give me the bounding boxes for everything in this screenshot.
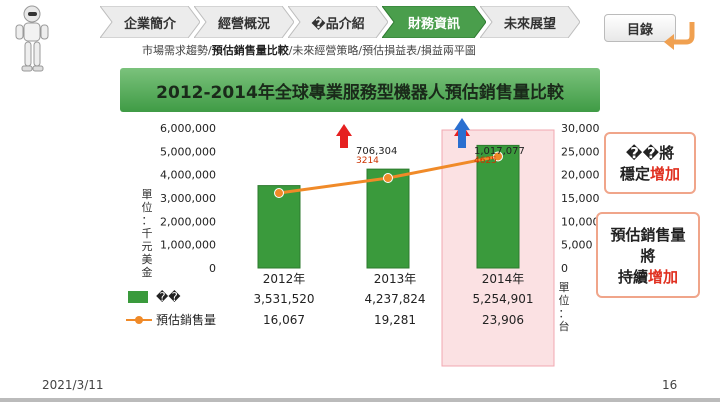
legend-line-swatch: [126, 315, 152, 324]
nav-label: 企業簡介: [123, 16, 176, 32]
nav-label: 財務資訊: [407, 16, 460, 32]
table-cell: 3,531,520: [253, 292, 315, 306]
right-tick-label: 25,000: [561, 145, 600, 158]
table-cell: 2012年: [262, 272, 306, 286]
legend-item-line: 預估銷售量: [126, 311, 216, 328]
callout-line: 預估銷售量: [610, 225, 686, 244]
legend-bar-label: ��: [156, 290, 181, 304]
toc-button[interactable]: 目錄: [604, 14, 676, 42]
left-tick-label: 6,000,000: [160, 122, 216, 135]
bar: [366, 168, 410, 269]
page-number: 16: [662, 378, 678, 392]
callout-line: 持續增加: [617, 267, 679, 286]
return-arrow-icon[interactable]: [662, 20, 702, 50]
left-tick-label: 0: [209, 262, 216, 275]
highlight-column-border: [441, 129, 555, 367]
left-tick-label: 5,000,000: [160, 145, 216, 158]
callout-line: 將: [640, 246, 656, 265]
breadcrumb-current: 預估銷售量比較: [211, 44, 289, 57]
callout-sales-increase: 預估銷售量 將 持續增加: [596, 212, 700, 298]
legend-line-label: 預估銷售量: [156, 313, 217, 327]
right-axis-unit: 單位：台: [558, 281, 570, 333]
table-cell: 19,281: [374, 313, 416, 327]
breadcrumb: 市場需求趨勢/預估銷售量比較/未來經營策略/預估損益表/損益兩平圖: [142, 42, 476, 58]
nav-item-finance[interactable]: 財務資訊: [382, 6, 486, 38]
nav-label: 未來展望: [503, 16, 556, 32]
table-cell: 2013年: [373, 272, 417, 286]
bar: [257, 185, 301, 269]
right-tick-label: 5,000: [561, 239, 593, 252]
growth-arrow-blue-icon: [454, 118, 470, 148]
callout-line: 穩定增加: [619, 165, 681, 183]
line-point: [274, 188, 284, 199]
growth-annotation-sub: 4625: [474, 156, 497, 166]
line-point: [493, 151, 503, 162]
robot-logo: [15, 5, 49, 72]
legend-item-bar: ��: [128, 290, 181, 304]
growth-arrow-red-icon: [336, 124, 352, 148]
table-cell: 4,237,824: [364, 292, 426, 306]
left-tick-label: 2,000,000: [160, 215, 216, 228]
right-tick-label: 10,000: [561, 215, 600, 228]
footer-date: 2021/3/11: [42, 378, 104, 392]
nav-item-overview[interactable]: 經營概況: [194, 6, 294, 38]
growth-annotation-sub: 3214: [356, 156, 379, 166]
breadcrumb-prefix[interactable]: 市場需求趨勢/: [142, 44, 212, 57]
legend-bar-swatch: [128, 291, 148, 303]
bar: [476, 144, 520, 269]
left-tick-label: 3,000,000: [160, 192, 216, 205]
table-cell: 2014年: [481, 272, 525, 286]
nav-label: �品介紹: [311, 16, 365, 32]
nav-item-products[interactable]: �品介紹: [288, 6, 388, 38]
breadcrumb-suffix[interactable]: /未來經營策略/預估損益表/損益兩平圖: [288, 44, 476, 57]
right-tick-label: 15,000: [561, 192, 600, 205]
right-tick-label: 0: [561, 262, 568, 275]
table-cell: 16,067: [263, 313, 305, 327]
table-cell: 23,906: [482, 313, 524, 327]
line-point: [383, 173, 393, 184]
nav-item-future[interactable]: 未來展望: [480, 6, 580, 38]
footer-divider: [0, 398, 720, 402]
left-tick-label: 1,000,000: [160, 239, 216, 252]
nav-label: 經營概況: [217, 16, 270, 32]
top-nav: 企業簡介 經營概況 �品介紹 財務資訊 未來展望: [100, 6, 640, 38]
left-tick-label: 4,000,000: [160, 169, 216, 182]
right-tick-label: 30,000: [561, 122, 600, 135]
callout-line: ��將: [625, 144, 675, 162]
page-title: 2012-2014年全球專業服務型機器人預估銷售量比較: [156, 82, 564, 103]
title-band: 2012-2014年全球專業服務型機器人預估銷售量比較: [120, 68, 600, 112]
table-cell: 5,254,901: [472, 292, 534, 306]
growth-annotation-value: 706,304: [356, 146, 397, 157]
growth-annotation-value: 1,017,077: [474, 146, 525, 157]
callout-stable-increase: ��將 穩定增加: [604, 132, 696, 194]
left-axis-unit: 單位：千元美金: [141, 188, 153, 279]
nav-item-company[interactable]: 企業簡介: [100, 6, 200, 38]
right-tick-label: 20,000: [561, 169, 600, 182]
